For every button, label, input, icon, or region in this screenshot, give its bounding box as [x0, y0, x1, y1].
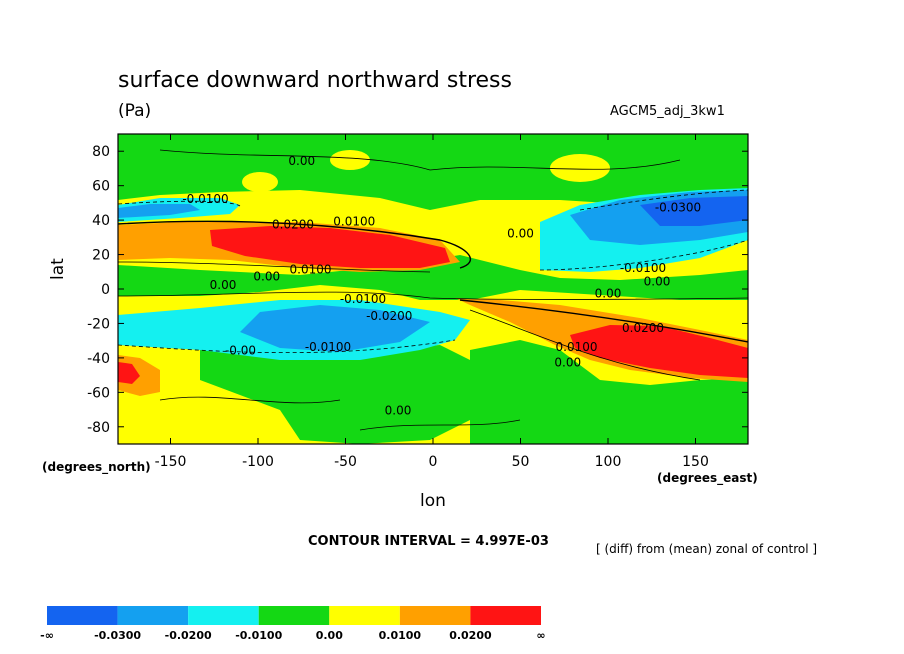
y-tick-label: 80: [92, 144, 110, 160]
x-tick-label: -100: [242, 454, 274, 470]
y-tick-label: -80: [87, 420, 110, 436]
x-axis-ticks: -150 -100 -50 0 50 100 150: [155, 134, 709, 470]
x-tick-label: 0: [429, 454, 438, 470]
green-blob-1: [242, 172, 278, 192]
y-axis-ticks: 80 60 40 20 0 -20 -40 -60 -80: [87, 144, 748, 436]
contour-label: 0.00: [507, 226, 534, 240]
x-axis-label: lon: [420, 491, 446, 511]
colorbar-level-label: 0.0100: [379, 629, 422, 642]
contour-label: 0.00: [210, 278, 237, 292]
y-units-note: (degrees_north): [42, 460, 151, 474]
contour-label: 0.0100: [556, 340, 598, 354]
green-band-sw: [470, 340, 748, 444]
contour-label: 0.0200: [622, 321, 664, 335]
x-tick-label: -50: [334, 454, 357, 470]
x-tick-label: 100: [595, 454, 622, 470]
green-band-south: [200, 345, 470, 444]
contour-label: 0.00: [385, 404, 412, 418]
contour-interval: CONTOUR INTERVAL = 4.997E-03: [308, 534, 549, 549]
run-label: AGCM5_adj_3kw1: [610, 104, 725, 119]
colorbar-swatch: [399, 606, 471, 625]
y-tick-label: 60: [92, 179, 110, 195]
contour-label: 0.0100: [290, 263, 332, 277]
colorbar-level-label: -0.0100: [235, 629, 282, 642]
colorbar-swatch: [258, 606, 330, 625]
y-tick-label: 20: [92, 248, 110, 264]
red-core-south: [570, 325, 748, 378]
y-tick-label: -40: [87, 351, 110, 367]
deepblue-ne: [640, 196, 748, 226]
contour-label: 0.0200: [272, 218, 314, 232]
blue-band-north: [118, 204, 200, 218]
chart-title: surface downward northward stress: [118, 68, 512, 93]
colorbar-swatch: [188, 606, 259, 625]
green-band-mid: [118, 255, 748, 300]
x-tick-label: 50: [512, 454, 530, 470]
contour-label: 0.00: [554, 356, 581, 370]
contour-label: -0.00: [225, 343, 256, 357]
green-band-north: [118, 134, 748, 215]
y-tick-label: 0: [101, 282, 110, 298]
contour-label: 0.00: [644, 275, 671, 289]
colorbar-level-label: 0.00: [316, 629, 343, 642]
contour-label: 0.00: [595, 287, 622, 301]
colorbar-swatch: [117, 606, 189, 625]
blue-band-south: [240, 305, 430, 352]
x-tick-label: 150: [682, 454, 709, 470]
colorbar-swatch: [47, 606, 118, 625]
y-tick-label: -60: [87, 385, 110, 401]
red-core-north: [210, 226, 450, 268]
contour-label: 0.00: [253, 269, 280, 283]
contour-label: -0.0100: [620, 261, 666, 275]
colorbar-swatch: [470, 606, 541, 625]
y-tick-label: 40: [92, 213, 110, 229]
green-blob-4: [676, 400, 704, 420]
colorbar-level-label: 0.0200: [449, 629, 492, 642]
colorbar: -∞ -0.0300 -0.0200 -0.0100 0.00 0.0100 0.0200 ∞: [40, 606, 546, 642]
x-tick-label: -150: [155, 454, 187, 470]
colorbar-level-label: -∞: [40, 629, 54, 642]
contour-label: -0.0100: [305, 340, 351, 354]
diff-note: [ (diff) from (mean) zonal of control ]: [596, 542, 818, 556]
contour-label: -0.0100: [182, 192, 228, 206]
contour-label: 0.00: [288, 154, 315, 168]
contour-lines: [118, 149, 748, 431]
green-blob-3: [550, 154, 610, 182]
red-sw-edge: [118, 362, 140, 384]
colorbar-level-label: -0.0300: [94, 629, 141, 642]
contour-label: -0.0300: [655, 201, 701, 215]
contour-label: 0.0100: [333, 214, 375, 228]
colorbar-level-label: -0.0200: [165, 629, 212, 642]
contour-fields: [118, 134, 748, 444]
contour-label: -0.0200: [366, 309, 412, 323]
y-tick-label: -20: [87, 316, 110, 332]
colorbar-swatch: [329, 606, 400, 625]
chart-units: (Pa): [118, 101, 152, 121]
y-axis-label: lat: [48, 258, 68, 280]
green-blob-2: [330, 150, 370, 170]
x-units-note: (degrees_east): [657, 471, 758, 485]
colorbar-level-label: ∞: [536, 629, 545, 642]
contour-label: -0.0100: [340, 292, 386, 306]
